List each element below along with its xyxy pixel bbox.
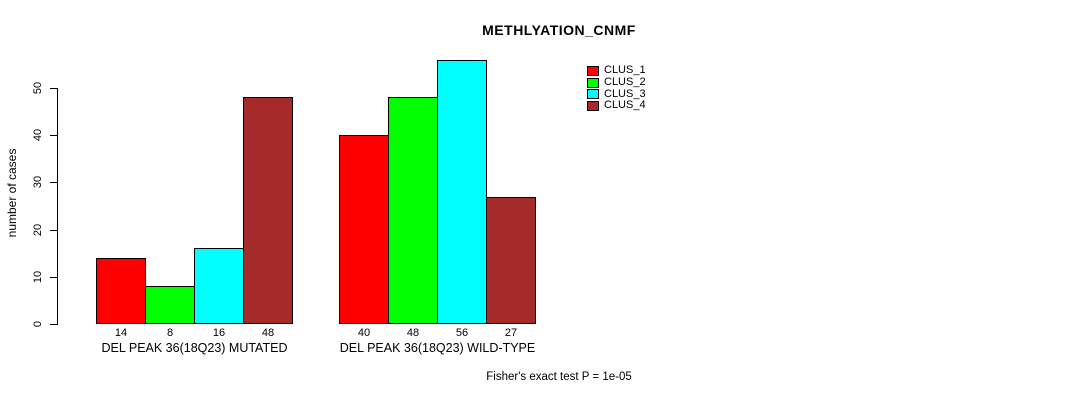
y-axis-line [57,88,58,325]
bar-clus_2-group2 [388,97,438,324]
legend-row-clus_2: CLUS_2 [587,77,646,89]
legend-label: CLUS_4 [604,99,646,112]
bar-clus_1-group1 [96,258,146,324]
fisher-test-footnote: Fisher's exact test P = 1e-05 [486,371,632,383]
y-tick-label: 50 [32,81,44,95]
y-tick-mark [50,135,57,137]
legend-swatch-icon [587,100,599,111]
legend-row-clus_3: CLUS_3 [587,88,646,100]
bar-value-label: 40 [357,327,371,339]
x-group-label: DEL PEAK 36(18Q23) WILD-TYPE [339,341,536,355]
legend-row-clus_4: CLUS_4 [587,100,646,112]
legend-label: CLUS_3 [604,87,646,100]
legend-swatch-icon [587,77,599,88]
y-axis-label: number of cases [5,148,19,238]
bar-clus_1-group2 [339,135,389,324]
legend-label: CLUS_2 [604,76,646,89]
legend-swatch-icon [587,65,599,76]
bar-clus_3-group1 [194,248,244,324]
legend-label: CLUS_1 [604,64,646,77]
bar-value-label: 16 [212,327,226,339]
bar-value-label: 14 [114,327,128,339]
x-group-label: DEL PEAK 36(18Q23) MUTATED [101,341,288,355]
legend-row-clus_1: CLUS_1 [587,65,646,77]
legend: CLUS_1 CLUS_2 CLUS_3 CLUS_4 [587,65,646,112]
y-tick-label: 30 [32,176,44,189]
bar-value-label: 48 [406,327,420,339]
bar-value-label: 56 [455,327,469,339]
legend-swatch-icon [587,89,599,100]
bar-clus_3-group2 [437,60,487,324]
y-tick-label: 20 [32,223,44,236]
bar-value-label: 27 [504,327,518,339]
bar-clus_2-group1 [145,286,195,324]
bar-clus_4-group2 [486,197,536,324]
y-tick-mark [50,229,57,231]
y-tick-mark [50,182,57,184]
bar-value-label: 48 [261,327,275,339]
bar-value-label: 8 [166,327,174,339]
y-tick-label: 40 [32,129,44,142]
chart-title: METHLYATION_CNMF [482,22,636,38]
y-tick-mark [50,276,57,278]
y-tick-label: 0 [32,320,44,328]
y-tick-mark [50,88,57,89]
y-tick-label: 10 [32,270,44,283]
y-tick-mark [50,324,57,325]
bar-clus_4-group1 [243,97,293,324]
